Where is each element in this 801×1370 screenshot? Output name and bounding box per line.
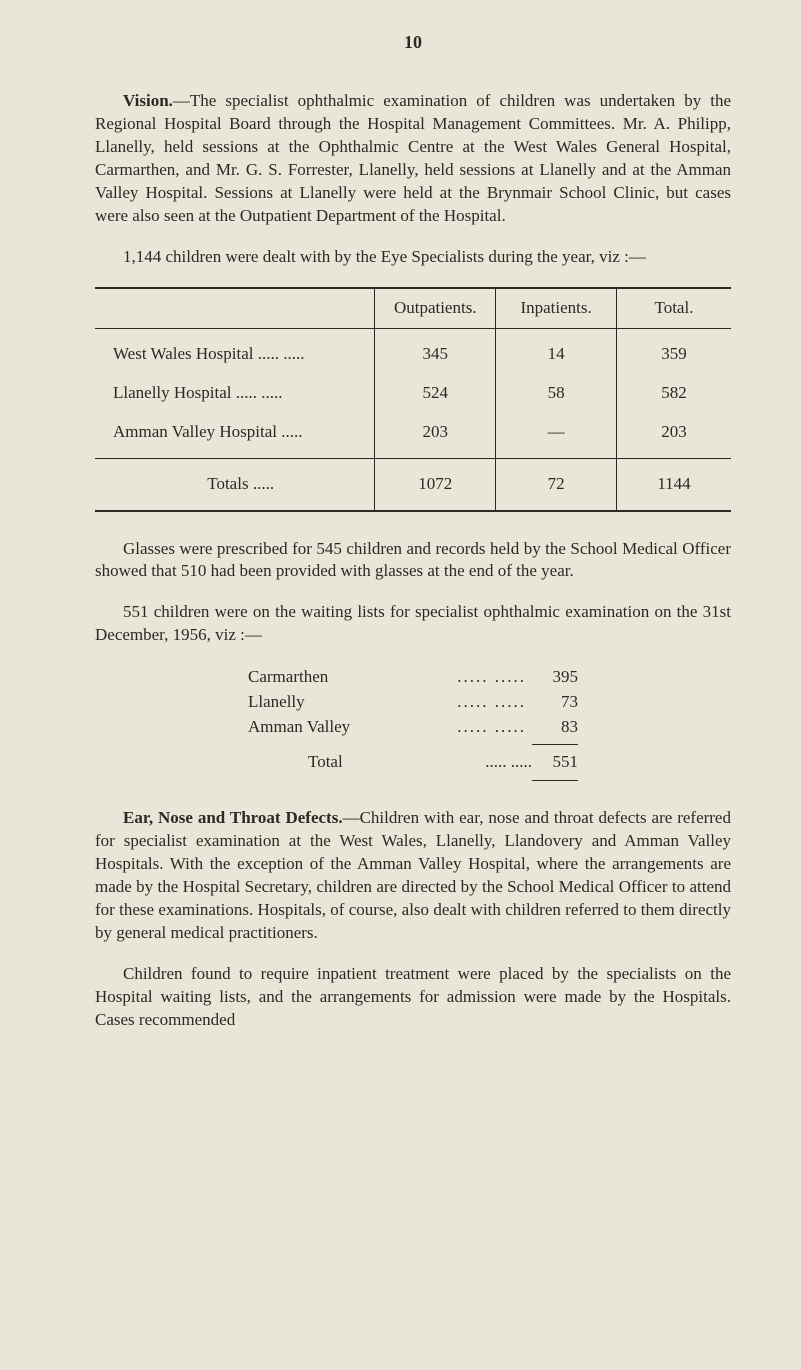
waiting-list-breakdown: Carmarthen ..... ..... 395 Llanelly ....… — [248, 665, 578, 781]
th-total: Total. — [617, 288, 732, 328]
list-value: 83 — [532, 716, 578, 739]
body-vision: —The specialist ophthalmic examination o… — [95, 91, 731, 225]
cell-label: Amman Valley Hospital ..... — [95, 413, 375, 458]
cell-total: 203 — [617, 413, 732, 458]
paragraph-waiting-lists: 551 children were on the waiting lists f… — [95, 601, 731, 647]
cell-label: Llanelly Hospital ..... ..... — [95, 374, 375, 413]
body-ent: —Children with ear, nose and throat defe… — [95, 808, 731, 942]
dots: ..... ..... — [451, 666, 532, 689]
cell-total: 359 — [617, 328, 732, 373]
list-total-label: Total — [248, 751, 485, 774]
list-label: Amman Valley — [248, 716, 451, 739]
page: 10 Vision.—The specialist ophthalmic exa… — [0, 0, 801, 1370]
cell-in: — — [496, 413, 617, 458]
cell-totals-total: 1144 — [617, 458, 732, 510]
paragraph-ent: Ear, Nose and Throat Defects.—Children w… — [95, 807, 731, 945]
cell-totals-label: Totals ..... — [95, 458, 375, 510]
paragraph-intro-table: 1,144 children were dealt with by the Ey… — [95, 246, 731, 269]
list-value: 395 — [532, 666, 578, 689]
cell-in: 14 — [496, 328, 617, 373]
paragraph-glasses: Glasses were prescribed for 545 children… — [95, 538, 731, 584]
list-total-value: 551 — [532, 751, 578, 774]
list-item: Amman Valley ..... ..... 83 — [248, 715, 578, 740]
list-item: Carmarthen ..... ..... 395 — [248, 665, 578, 690]
list-label: Llanelly — [248, 691, 451, 714]
table-totals-row: Totals ..... 1072 72 1144 — [95, 458, 731, 510]
cell-totals-out: 1072 — [375, 458, 496, 510]
paragraph-vision: Vision.—The specialist ophthalmic examin… — [95, 90, 731, 228]
cell-label: West Wales Hospital ..... ..... — [95, 328, 375, 373]
th-blank — [95, 288, 375, 328]
lead-vision: Vision. — [123, 91, 173, 110]
page-number: 10 — [95, 30, 731, 54]
cell-out: 524 — [375, 374, 496, 413]
cell-out: 203 — [375, 413, 496, 458]
th-inpatients: Inpatients. — [496, 288, 617, 328]
table-row: Llanelly Hospital ..... ..... 524 58 582 — [95, 374, 731, 413]
list-total-row: Total ..... ..... 551 — [248, 749, 578, 776]
cell-in: 58 — [496, 374, 617, 413]
eye-specialists-table: Outpatients. Inpatients. Total. West Wal… — [95, 287, 731, 512]
lead-ent: Ear, Nose and Throat Defects. — [123, 808, 343, 827]
cell-out: 345 — [375, 328, 496, 373]
dots: ..... ..... — [451, 716, 532, 739]
list-label: Carmarthen — [248, 666, 451, 689]
rule-short — [532, 780, 578, 781]
list-value: 73 — [532, 691, 578, 714]
cell-totals-in: 72 — [496, 458, 617, 510]
table-row: West Wales Hospital ..... ..... 345 14 3… — [95, 328, 731, 373]
table-header-row: Outpatients. Inpatients. Total. — [95, 288, 731, 328]
th-outpatients: Outpatients. — [375, 288, 496, 328]
dots: ..... ..... — [485, 751, 532, 774]
table-row: Amman Valley Hospital ..... 203 — 203 — [95, 413, 731, 458]
cell-total: 582 — [617, 374, 732, 413]
paragraph-inpatient: Children found to require inpatient trea… — [95, 963, 731, 1032]
list-item: Llanelly ..... ..... 73 — [248, 690, 578, 715]
rule-short — [532, 744, 578, 745]
dots: ..... ..... — [451, 691, 532, 714]
